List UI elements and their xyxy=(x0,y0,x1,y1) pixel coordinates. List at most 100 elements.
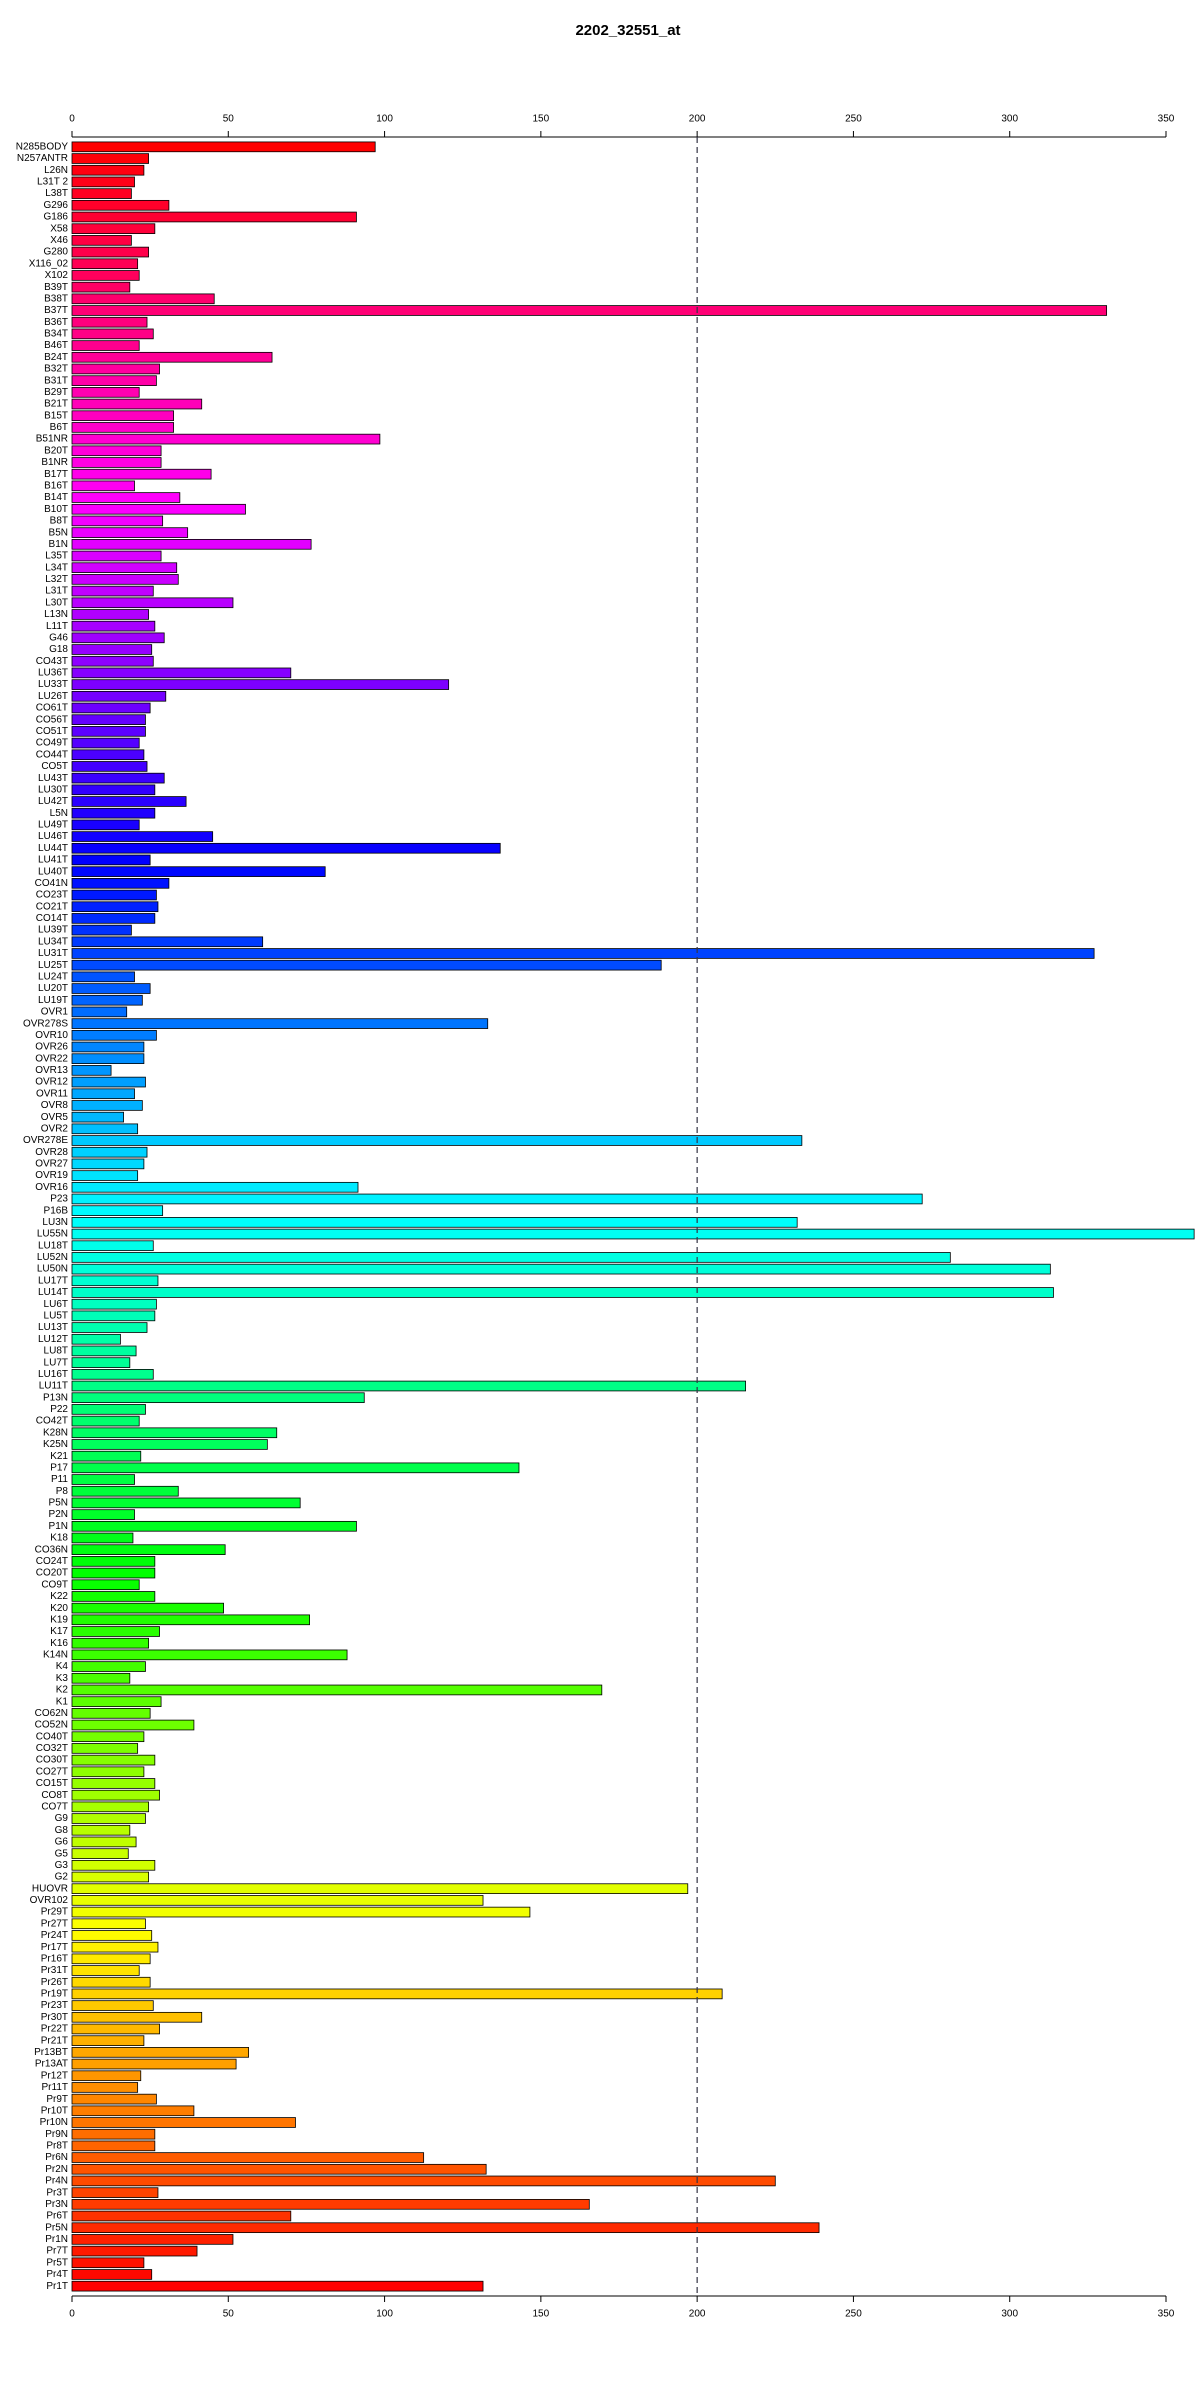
y-tick-label: OVR26 xyxy=(35,1042,68,1053)
y-tick-label: G5 xyxy=(55,1848,69,1859)
bar xyxy=(71,223,156,234)
bar xyxy=(71,1649,348,1661)
y-tick-label: LU11T xyxy=(39,1381,68,1392)
y-tick-label: B29T xyxy=(44,387,68,398)
bar xyxy=(71,515,164,527)
y-tick-label: OVR1 xyxy=(41,1007,69,1018)
bar xyxy=(71,620,156,632)
bar xyxy=(71,2023,160,2035)
bar xyxy=(71,246,149,258)
bar xyxy=(71,1462,520,1474)
y-tick-label: G18 xyxy=(49,644,68,655)
y-tick-label: Pr3N xyxy=(45,2199,68,2210)
bar xyxy=(71,328,154,340)
bar xyxy=(71,2234,234,2245)
bar xyxy=(71,1672,131,1684)
bar xyxy=(71,562,178,574)
bar xyxy=(71,433,381,445)
bar xyxy=(71,1778,156,1789)
y-tick-label: LU40T xyxy=(38,866,68,877)
y-tick-label: CO14T xyxy=(36,913,68,924)
y-tick-label: LU33T xyxy=(38,679,68,690)
bar xyxy=(71,1310,156,1322)
bar xyxy=(71,258,139,270)
bar xyxy=(71,749,145,761)
y-tick-label: CO43T xyxy=(36,656,68,667)
y-tick-label: Pr10T xyxy=(41,2105,68,2116)
y-tick-label: P13N xyxy=(43,1392,68,1403)
bar xyxy=(71,702,151,714)
bar xyxy=(71,1801,149,1813)
y-tick-label: X102 xyxy=(45,270,69,281)
y-tick-label: Pr1N xyxy=(45,2234,68,2245)
bar xyxy=(71,2199,590,2210)
y-tick-label: CO7T xyxy=(41,1801,68,1812)
x-tick-label: 100 xyxy=(376,114,393,125)
bar xyxy=(71,1941,159,1953)
bar xyxy=(71,1988,723,2000)
bar xyxy=(71,1111,124,1123)
bar xyxy=(71,1497,301,1509)
y-tick-label: Pr10N xyxy=(40,2117,68,2128)
bar xyxy=(71,2035,145,2046)
y-tick-label: B15T xyxy=(44,410,68,421)
bar xyxy=(71,597,234,609)
y-tick-label: CO32T xyxy=(36,1743,68,1754)
bar xyxy=(71,1906,531,1918)
bar xyxy=(71,1088,135,1100)
bar xyxy=(71,866,326,877)
bar xyxy=(71,2175,776,2187)
bar xyxy=(71,1263,1051,1275)
bar xyxy=(71,468,212,480)
y-tick-label: LU19T xyxy=(38,995,68,1006)
y-tick-label: B31T xyxy=(44,375,68,386)
bar xyxy=(71,153,149,164)
bar xyxy=(71,1158,145,1170)
y-tick-label: CO9T xyxy=(41,1579,68,1590)
bar xyxy=(71,340,140,351)
bar xyxy=(71,480,135,492)
y-tick-label: OVR27 xyxy=(35,1159,68,1170)
bar xyxy=(71,1193,923,1205)
bar xyxy=(71,690,167,702)
y-tick-label: B8T xyxy=(50,516,68,527)
bar xyxy=(71,1123,139,1135)
bar xyxy=(71,1532,134,1544)
y-tick-label: L13N xyxy=(44,609,68,620)
y-tick-label: LU14T xyxy=(38,1287,68,1298)
y-tick-label: LU20T xyxy=(38,983,68,994)
bar xyxy=(71,784,156,796)
bar xyxy=(71,1661,146,1672)
y-tick-label: N285BODY xyxy=(16,141,69,152)
y-tick-label: LU12T xyxy=(38,1334,68,1345)
bar xyxy=(71,679,450,690)
y-tick-label: K14N xyxy=(43,1650,68,1661)
y-tick-label: K19 xyxy=(50,1614,68,1625)
y-tick-label: L26N xyxy=(44,165,68,176)
bar xyxy=(71,2047,250,2058)
y-tick-label: HUOVR xyxy=(32,1883,68,1894)
y-tick-label: Pr29T xyxy=(41,1907,68,1918)
bar xyxy=(71,2222,820,2234)
bar xyxy=(71,2257,145,2269)
y-tick-label: B39T xyxy=(44,282,68,293)
x-tick-label: 50 xyxy=(223,114,235,125)
bar xyxy=(71,270,140,281)
y-tick-label: CO56T xyxy=(36,714,68,725)
bar xyxy=(71,1333,121,1345)
bar xyxy=(71,293,215,305)
bar xyxy=(71,2140,156,2152)
bar xyxy=(71,644,153,655)
bar xyxy=(71,1743,139,1754)
y-tick-label: OVR28 xyxy=(35,1147,68,1158)
bar xyxy=(71,936,264,948)
y-tick-label: CO62N xyxy=(35,1708,68,1719)
bar xyxy=(71,141,376,153)
bar xyxy=(71,2093,157,2105)
y-tick-label: K25N xyxy=(43,1439,68,1450)
y-tick-label: LU3N xyxy=(42,1217,68,1228)
y-tick-label: K16 xyxy=(50,1638,68,1649)
y-tick-label: B37T xyxy=(44,305,68,316)
y-tick-label: CO24T xyxy=(36,1556,68,1567)
